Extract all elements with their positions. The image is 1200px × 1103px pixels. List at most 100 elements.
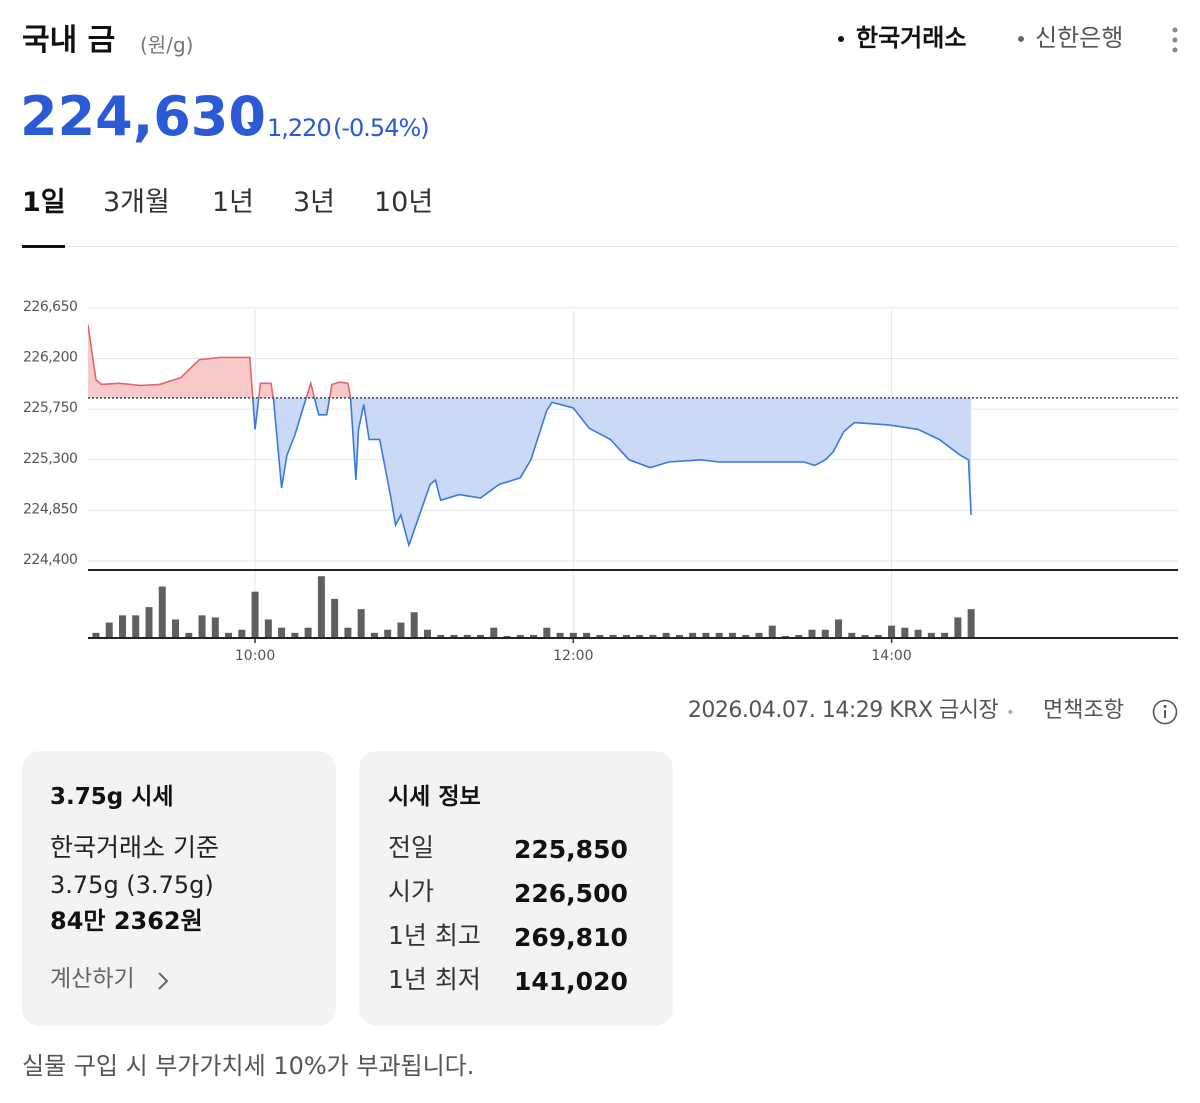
volume-bar [516,634,524,638]
price-change-pct: (-0.54%) [333,114,430,142]
volume-bar [914,629,922,638]
volume-bar [543,627,551,638]
tab[interactable]: 3개월 [103,187,170,218]
info-label: 시가 [388,877,435,906]
volume-bar [848,632,856,638]
volume-bar [888,625,896,638]
more-menu[interactable] [1168,26,1182,54]
card-weight: 3.75g (3.75g) [50,871,214,899]
y-tick-label: 226,200 [23,350,77,366]
tab[interactable]: 10년 [374,187,434,218]
volume-bar [503,635,511,638]
info-value: 226,500 [514,879,628,908]
volume-bar [622,634,630,638]
volume-bar [530,634,538,638]
volume-bar [158,586,166,638]
info-label: 전일 [388,833,435,862]
volume-bar [304,627,312,638]
card-basis: 한국거래소 기준 [50,833,219,862]
volume-bar [702,632,710,638]
disclaimer[interactable]: 면책조항 [1043,698,1124,723]
price: 224,630 [20,85,266,148]
volume-bar [238,629,246,638]
volume-bar [821,629,829,638]
volume-bar [781,635,789,638]
info-card [359,751,673,1026]
volume-bar [118,615,126,638]
volume-bar [357,609,365,638]
area-up [88,324,972,398]
tab-divider [22,246,1178,247]
tab[interactable]: 1년 [212,187,255,218]
separator: • [1006,705,1014,721]
volume-bar [808,629,816,638]
volume-bar [742,634,750,638]
tab[interactable]: 1일 [22,187,66,218]
volume-bar [185,632,193,638]
info-icon[interactable] [1151,698,1179,726]
price-change: 1,220 [267,114,332,142]
volume-bar [317,576,325,638]
source-tab[interactable]: 한국거래소 [856,24,967,52]
volume-bar [344,627,352,638]
volume-bar [264,619,272,638]
volume-bar [835,619,843,638]
volume-bar [92,632,100,638]
volume-bar [225,632,233,638]
volume-bar [636,634,644,638]
x-tick-label: 14:00 [871,648,911,664]
x-tick-label: 12:00 [553,648,593,664]
volume-bar [795,634,803,638]
volume-bar [675,634,683,638]
info-label: 1년 최고 [388,921,481,950]
volume-bar [370,632,378,638]
tab-underline [22,245,65,248]
source-tab[interactable]: 신한은행 [1035,24,1124,52]
info-title: 시세 정보 [388,784,481,810]
volume-bar [423,629,431,638]
y-tick-label: 225,750 [23,400,77,416]
volume-bar [861,634,869,638]
chart: 224,400 224,850 225,300 225,750 226,200 226,6… [23,299,1178,664]
volume-bar [556,632,564,638]
card-title: 3.75g 시세 [50,784,174,810]
footer-line: 2026.04.07. 14:29 KRX 금시장 • [688,700,1022,722]
volume-bar [874,634,882,638]
volume-bar [715,632,723,638]
volume-bar [967,609,975,638]
chevron [158,972,169,990]
y-tick-label: 224,400 [23,552,77,568]
unit: (원/g) [140,33,194,57]
calc-link[interactable]: 계산하기 [50,966,135,992]
volume-bar [397,622,405,638]
volume-bar [901,627,909,638]
volume-bar [437,634,445,638]
volume-bar [132,615,140,638]
info-label: 1년 최저 [388,965,481,994]
volume-bar [569,632,577,638]
card-amount: 84만 2362원 [50,907,203,935]
weight-card [22,751,336,1026]
line-up [88,324,352,398]
bullet [1018,36,1024,42]
volume-bar [291,632,299,638]
volume-bar [105,622,113,638]
volume-bar [331,598,339,638]
info-value: 269,810 [514,923,628,952]
volume-bar [728,632,736,638]
line-down [251,397,972,549]
volume-bar [649,634,657,638]
volume-bar [278,627,286,638]
down-arrow [247,122,259,130]
bullet [838,36,844,42]
tab[interactable]: 3년 [293,187,336,218]
volume-bar [172,619,180,638]
volume-bar [583,632,591,638]
volume-bar [410,612,418,638]
volume-bar [450,634,458,638]
market: KRX 금시장 [889,698,999,723]
volume-bar [198,615,206,638]
info-value: 225,850 [514,835,628,864]
volume-bar [211,617,219,638]
volume-bar [941,632,949,638]
